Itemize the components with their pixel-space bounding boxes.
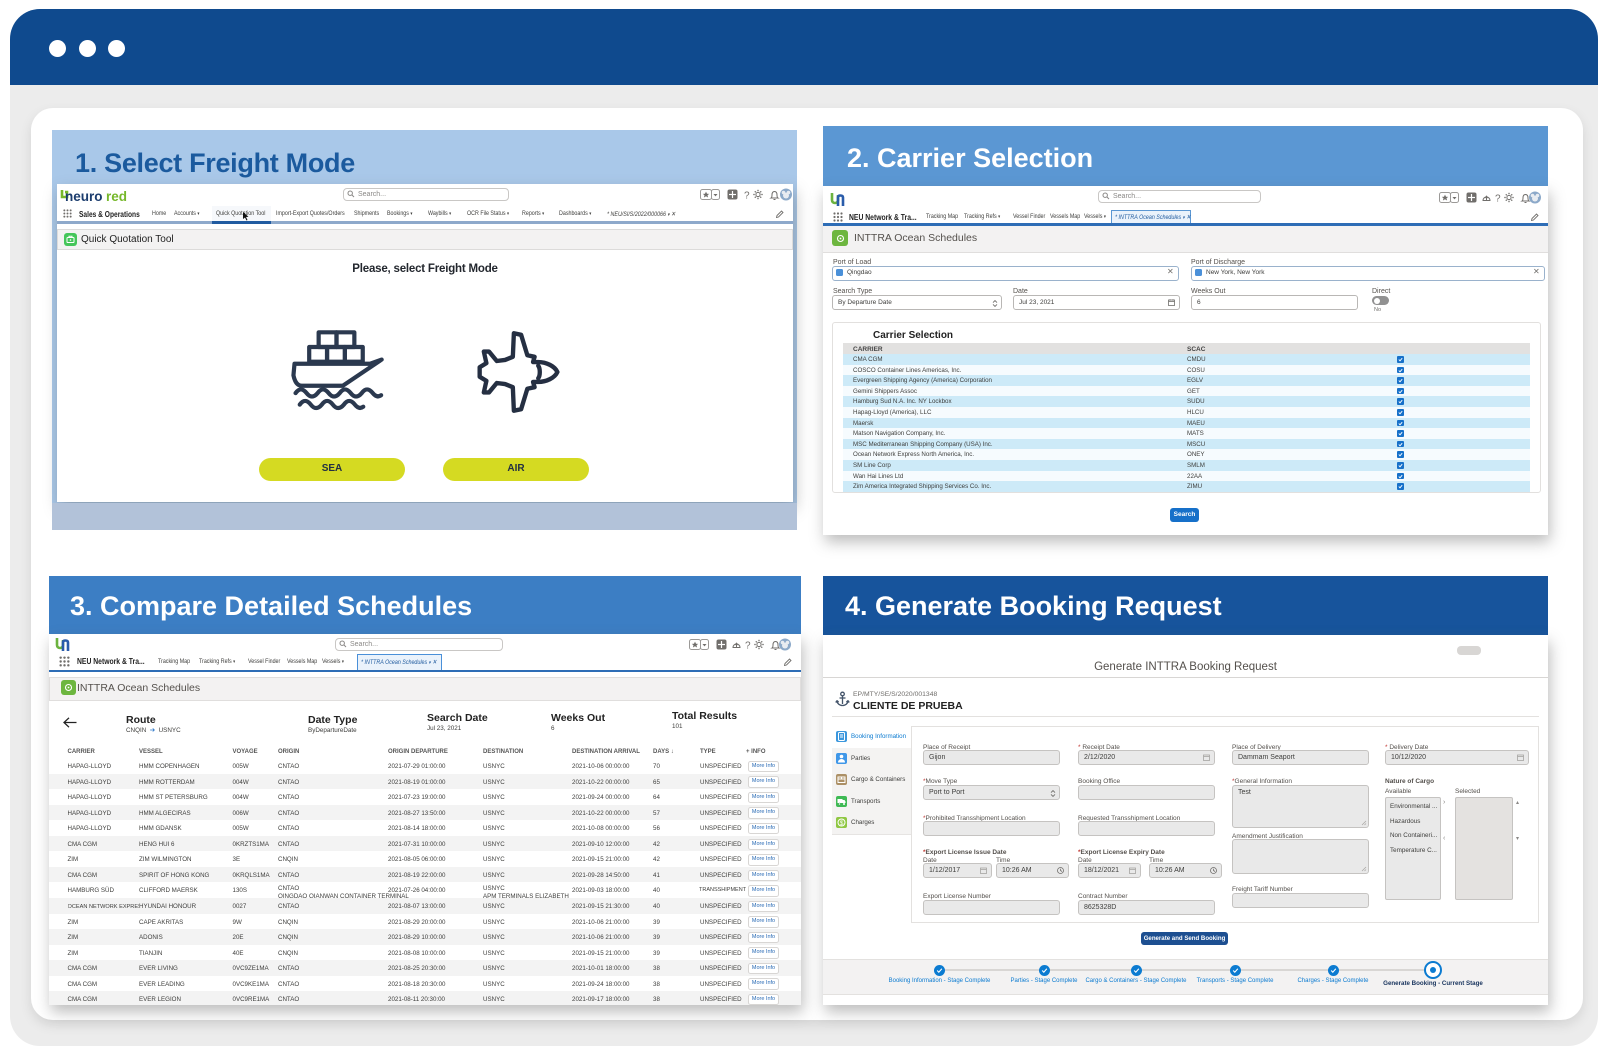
svg-text:?: ? bbox=[745, 641, 751, 652]
svg-text:red: red bbox=[106, 189, 127, 204]
svg-text:neuro: neuro bbox=[65, 189, 103, 204]
svg-text:?: ? bbox=[744, 191, 750, 202]
svg-text:?: ? bbox=[1495, 194, 1501, 205]
svg-text:$: $ bbox=[840, 820, 844, 827]
